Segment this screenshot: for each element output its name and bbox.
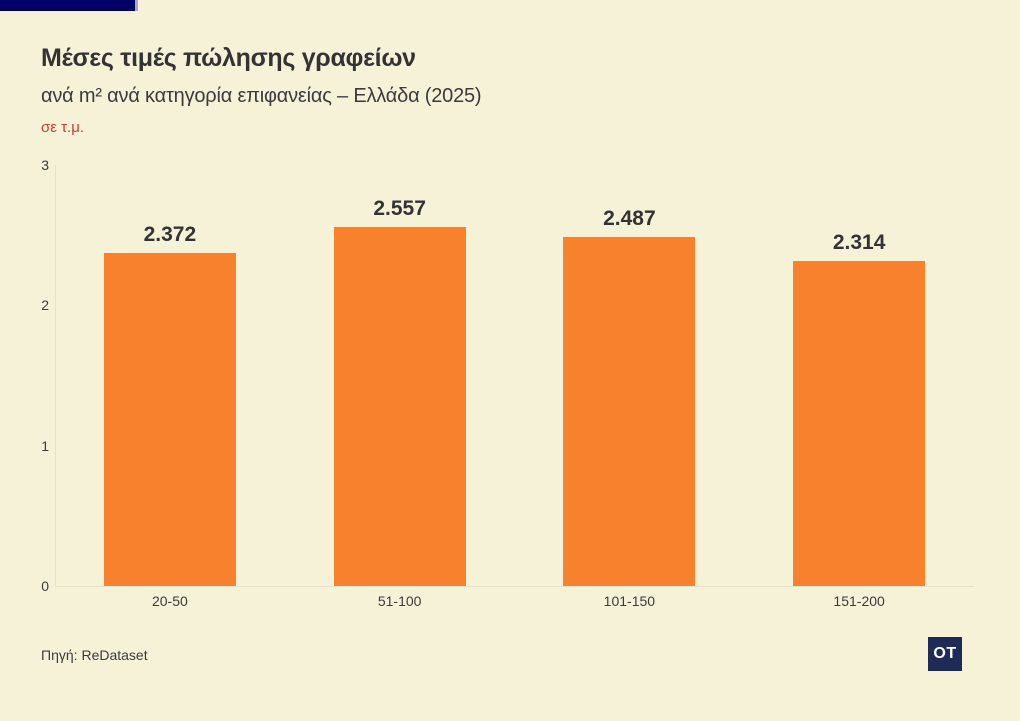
y-axis-tick-label: 3 [41,157,49,173]
chart-title: Μέσες τιμές πώλησης γραφείων [41,44,416,72]
bar-value-label: 2.487 [603,206,656,230]
bar-101-150 [563,236,696,586]
y-axis-line [55,165,56,586]
brand-accent-bar-cap [135,0,138,11]
x-axis-category-label: 51-100 [377,593,422,609]
brand-accent-bar [0,0,135,11]
y-axis-tick-label: 2 [41,297,49,314]
source-note: Πηγή: ReDataset [41,647,148,663]
x-axis-category-label: 20-50 [151,593,188,609]
bar-value-label: 2.314 [832,231,886,255]
chart-subtitle: ανά m² ανά κατηγορία επιφανείας – Ελλάδα… [41,85,482,107]
ot-logo: OT [928,637,962,671]
bar-value-label: 2.557 [373,197,426,221]
unit-note: σε τ.μ. [41,119,85,136]
x-axis-category-label: 101-150 [603,593,656,609]
bar-20-50 [103,253,236,586]
x-axis-category-label: 151-200 [833,593,885,609]
x-axis-line [55,586,974,587]
bar-value-label: 2.372 [143,223,197,247]
y-axis-tick-label: 1 [41,437,49,454]
y-axis-tick-label: 0 [41,578,49,594]
bar-51-100 [333,227,466,586]
bar-151-200 [793,261,926,586]
